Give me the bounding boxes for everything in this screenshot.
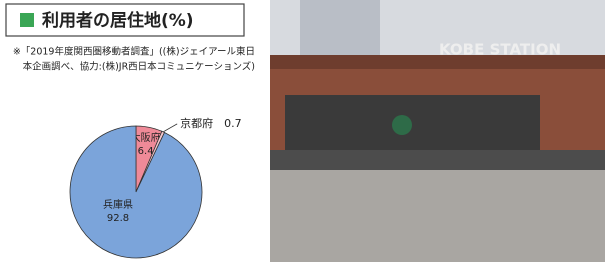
windows <box>285 95 540 150</box>
logo <box>392 115 412 135</box>
note: ※「2019年度関西圏移動者調査」((株)ジェイアール東日 <box>13 46 255 58</box>
page: 利用者の居住地(%) ※「2019年度関西圏移動者調査」((株)ジェイアール東日… <box>0 0 605 262</box>
title-icon <box>20 13 34 27</box>
slice-label: 兵庫県 <box>103 198 133 211</box>
plaza <box>270 170 605 262</box>
chart-title: 利用者の居住地(%) <box>42 10 194 31</box>
canopy <box>270 150 605 170</box>
slice-label: 京都府 <box>180 116 213 130</box>
note: 本企画調べ、協力:(株)JR西日本コミュニケーションズ) <box>23 61 255 73</box>
photo-sign: KOBE STATION <box>439 41 561 59</box>
photo: KOBE STATION <box>270 0 605 262</box>
value-label: 92.8 <box>107 213 129 224</box>
value-label: 0.7 <box>224 117 242 130</box>
pie-slice <box>70 126 202 258</box>
value-label: 6.4 <box>138 146 154 157</box>
leader-line <box>163 124 177 132</box>
